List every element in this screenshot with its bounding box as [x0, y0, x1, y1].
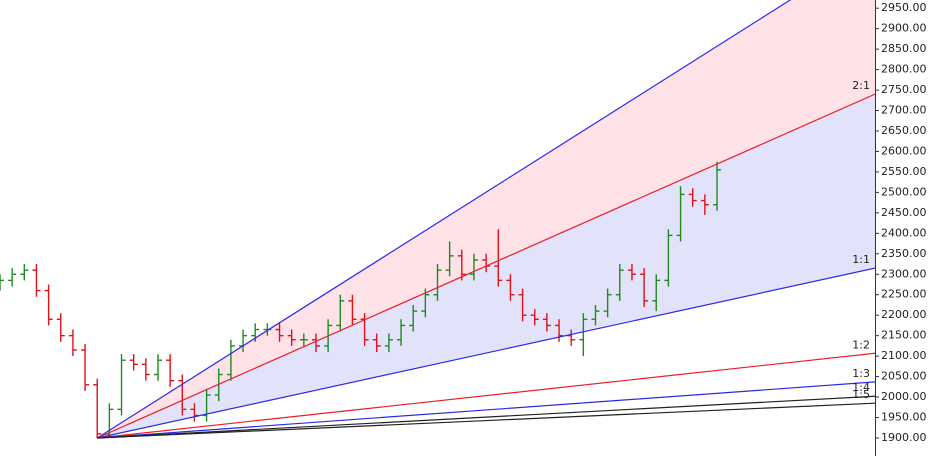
fan-label: 1:1: [852, 253, 870, 266]
y-tick-label: 2050.00: [881, 370, 927, 383]
plot-area: [0, 0, 875, 439]
y-tick-label: 2850.00: [881, 42, 927, 55]
fan-line: [96, 93, 875, 439]
y-tick-label: 2400.00: [881, 226, 927, 239]
y-tick-label: 2500.00: [881, 185, 927, 198]
fan-line: [96, 0, 792, 439]
y-tick-label: 2600.00: [881, 144, 927, 157]
y-tick-label: 2650.00: [881, 124, 927, 137]
fan-line: [97, 352, 875, 439]
y-tick-label: 2250.00: [881, 288, 927, 301]
y-tick-label: 2000.00: [881, 390, 927, 403]
fan-label: 1:4: [852, 381, 870, 394]
fan-line: [97, 395, 875, 439]
y-tick-label: 2550.00: [881, 165, 927, 178]
fan-line: [97, 267, 875, 439]
y-tick-label: 2950.00: [881, 1, 927, 14]
y-tick-label: 2450.00: [881, 206, 927, 219]
y-tick-label: 1950.00: [881, 411, 927, 424]
y-tick-label: 2200.00: [881, 308, 927, 321]
y-tick-label: 2150.00: [881, 329, 927, 342]
fan-line: [97, 402, 875, 439]
y-tick-label: 2900.00: [881, 22, 927, 35]
fan-label: 1:5: [852, 388, 870, 401]
fan-line: [97, 381, 875, 439]
fan-fill: [97, 0, 875, 438]
fan-label: 1:3: [852, 367, 870, 380]
fan-label: 1:2: [852, 338, 870, 351]
y-tick-label: 2800.00: [881, 63, 927, 76]
y-tick-label: 2350.00: [881, 247, 927, 260]
fan-label: 2:1: [852, 79, 870, 92]
y-tick-label: 2750.00: [881, 83, 927, 96]
y-tick-label: 2300.00: [881, 267, 927, 280]
y-tick-label: 1900.00: [881, 431, 927, 444]
y-tick-label: 2100.00: [881, 349, 927, 362]
y-tick-label: 2700.00: [881, 104, 927, 117]
